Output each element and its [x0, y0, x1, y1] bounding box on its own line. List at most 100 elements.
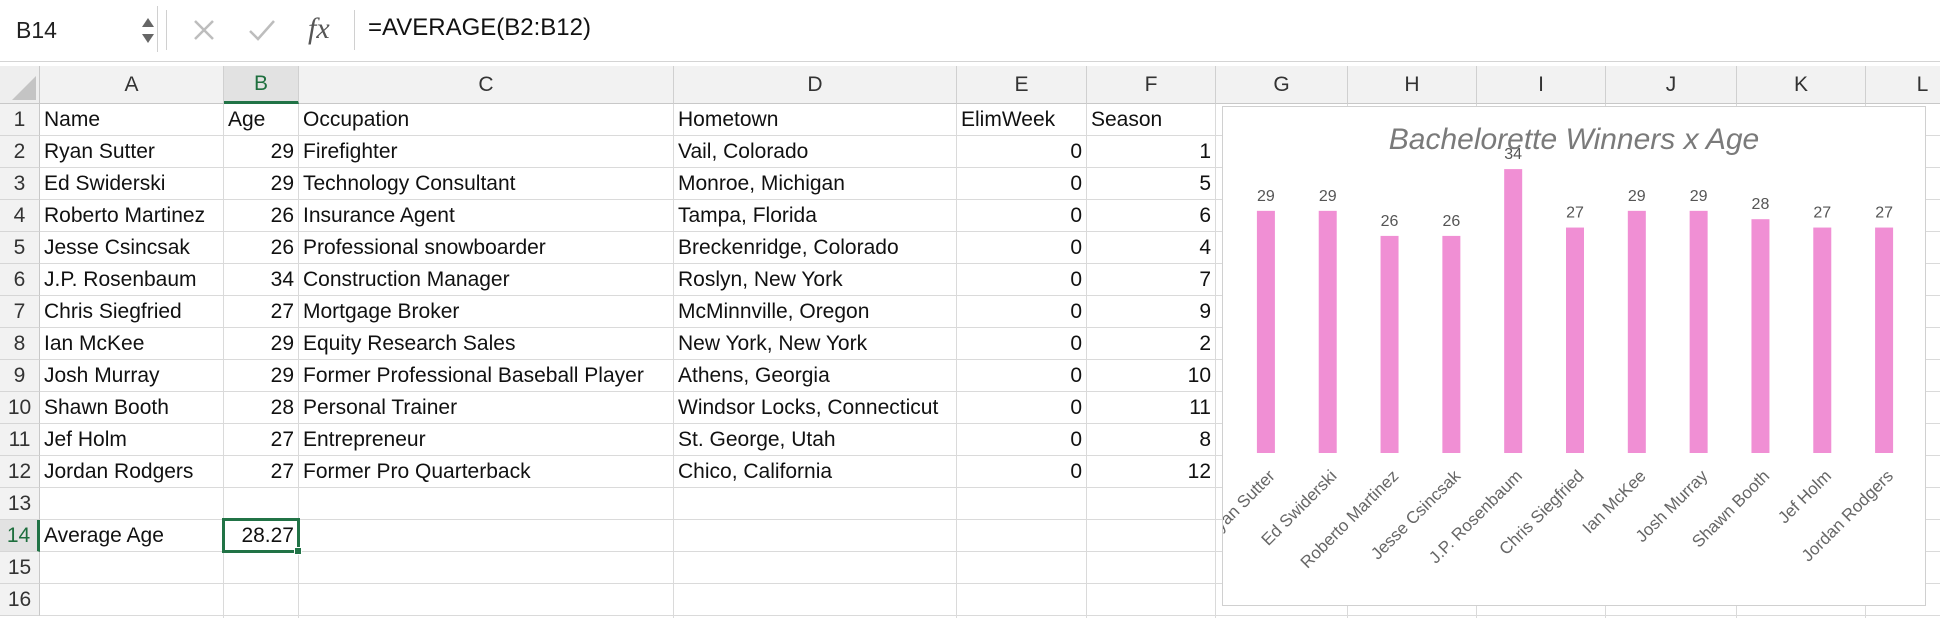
cell-season[interactable]: 5 [1199, 172, 1211, 195]
chart-bar[interactable] [1813, 227, 1832, 453]
cell-age[interactable]: 29 [270, 140, 294, 163]
row-header-12[interactable]: 12 [0, 456, 40, 488]
column-header-i[interactable]: I [1477, 66, 1606, 104]
cell-elimweek[interactable]: 0 [1070, 460, 1082, 483]
cell-hometown[interactable]: Monroe, Michigan [678, 172, 845, 195]
cell-hometown[interactable]: Athens, Georgia [678, 364, 830, 387]
chart-bar[interactable] [1442, 235, 1461, 453]
column-header-f[interactable]: F [1087, 66, 1216, 104]
cell-occupation[interactable]: Former Professional Baseball Player [303, 364, 644, 387]
column-header-h[interactable]: H [1348, 66, 1477, 104]
column-header-c[interactable]: C [299, 66, 674, 104]
cell-name[interactable]: Ian McKee [44, 332, 145, 355]
header-cell-occupation[interactable]: Occupation [303, 108, 410, 131]
bar-chart[interactable]: Bachelorette Winners x Age 29 Ryan Sutter… [1222, 106, 1926, 606]
row-header-3[interactable]: 3 [0, 168, 40, 200]
cell-hometown[interactable]: McMinnville, Oregon [678, 300, 870, 323]
cell-elimweek[interactable]: 0 [1070, 204, 1082, 227]
row-header-6[interactable]: 6 [0, 264, 40, 296]
column-header-k[interactable]: K [1737, 66, 1866, 104]
cell-age[interactable]: 27 [270, 460, 294, 483]
chart-bar[interactable] [1380, 235, 1399, 453]
average-age-value[interactable]: 28.27 [241, 524, 294, 547]
cell-name[interactable]: Ed Swiderski [44, 172, 166, 195]
row-header-5[interactable]: 5 [0, 232, 40, 264]
cell-name[interactable]: J.P. Rosenbaum [44, 268, 197, 291]
cell-occupation[interactable]: Professional snowboarder [303, 236, 546, 259]
cell-elimweek[interactable]: 0 [1070, 236, 1082, 259]
cell-season[interactable]: 6 [1199, 204, 1211, 227]
column-header-b[interactable]: B [224, 66, 299, 104]
header-cell-name[interactable]: Name [44, 108, 101, 131]
column-header-j[interactable]: J [1606, 66, 1737, 104]
cell-occupation[interactable]: Mortgage Broker [303, 300, 460, 323]
cell-occupation[interactable]: Insurance Agent [303, 204, 455, 227]
cell-age[interactable]: 26 [270, 204, 294, 227]
cell-name[interactable]: Jef Holm [44, 428, 127, 451]
column-header-a[interactable]: A [40, 66, 224, 104]
chart-bar[interactable] [1256, 210, 1275, 453]
cell-elimweek[interactable]: 0 [1070, 332, 1082, 355]
cell-hometown[interactable]: Vail, Colorado [678, 140, 809, 163]
cell-age[interactable]: 27 [270, 300, 294, 323]
average-age-label[interactable]: Average Age [44, 524, 164, 547]
row-header-4[interactable]: 4 [0, 200, 40, 232]
cell-occupation[interactable]: Equity Research Sales [303, 332, 516, 355]
row-header-16[interactable]: 16 [0, 584, 40, 616]
chart-bar[interactable] [1751, 219, 1770, 453]
row-header-15[interactable]: 15 [0, 552, 40, 584]
row-header-9[interactable]: 9 [0, 360, 40, 392]
cell-occupation[interactable]: Entrepreneur [303, 428, 426, 451]
row-header-7[interactable]: 7 [0, 296, 40, 328]
name-box[interactable]: B14 [4, 6, 158, 52]
cell-name[interactable]: Ryan Sutter [44, 140, 155, 163]
cell-name[interactable]: Chris Siegfried [44, 300, 182, 323]
cell-name[interactable]: Shawn Booth [44, 396, 169, 419]
row-header-2[interactable]: 2 [0, 136, 40, 168]
cell-elimweek[interactable]: 0 [1070, 300, 1082, 323]
cell-season[interactable]: 8 [1199, 428, 1211, 451]
cell-season[interactable]: 10 [1187, 364, 1211, 387]
cell-name[interactable]: Jordan Rodgers [44, 460, 194, 483]
cell-hometown[interactable]: New York, New York [678, 332, 868, 355]
cell-age[interactable]: 27 [270, 428, 294, 451]
cell-name[interactable]: Roberto Martinez [44, 204, 206, 227]
header-cell-hometown[interactable]: Hometown [678, 108, 779, 131]
column-header-l[interactable]: L [1866, 66, 1940, 104]
name-box-dropdown[interactable] [140, 16, 156, 46]
header-cell-elimweek[interactable]: ElimWeek [961, 108, 1056, 131]
formula-input[interactable]: =AVERAGE(B2:B12) [368, 14, 591, 41]
cell-hometown[interactable]: Tampa, Florida [678, 204, 817, 227]
cell-name[interactable]: Josh Murray [44, 364, 160, 387]
cell-season[interactable]: 12 [1187, 460, 1211, 483]
cell-hometown[interactable]: Windsor Locks, Connecticut [678, 396, 939, 419]
cell-season[interactable]: 7 [1199, 268, 1211, 291]
cell-elimweek[interactable]: 0 [1070, 396, 1082, 419]
cell-age[interactable]: 29 [270, 172, 294, 195]
cell-name[interactable]: Jesse Csincsak [44, 236, 190, 259]
cell-season[interactable]: 2 [1199, 332, 1211, 355]
cell-occupation[interactable]: Construction Manager [303, 268, 510, 291]
check-icon[interactable] [240, 8, 284, 52]
header-cell-season[interactable]: Season [1091, 108, 1163, 131]
cell-occupation[interactable]: Firefighter [303, 140, 398, 163]
cell-occupation[interactable]: Former Pro Quarterback [303, 460, 531, 483]
cell-elimweek[interactable]: 0 [1070, 364, 1082, 387]
chart-bar[interactable] [1566, 227, 1584, 453]
row-header-10[interactable]: 10 [0, 392, 40, 424]
cell-occupation[interactable]: Personal Trainer [303, 396, 458, 419]
cell-hometown[interactable]: Breckenridge, Colorado [678, 236, 899, 259]
cell-season[interactable]: 9 [1199, 300, 1211, 323]
cell-occupation[interactable]: Technology Consultant [303, 172, 516, 195]
cell-hometown[interactable]: St. George, Utah [678, 428, 836, 451]
header-cell-age[interactable]: Age [228, 108, 266, 131]
cell-elimweek[interactable]: 0 [1070, 172, 1082, 195]
cell-hometown[interactable]: Chico, California [678, 460, 833, 483]
chart-bar[interactable] [1875, 227, 1894, 453]
cell-elimweek[interactable]: 0 [1070, 428, 1082, 451]
cell-elimweek[interactable]: 0 [1070, 268, 1082, 291]
cell-age[interactable]: 28 [270, 396, 294, 419]
select-all-button[interactable] [0, 66, 40, 104]
chart-bar[interactable] [1627, 210, 1646, 453]
cell-season[interactable]: 11 [1189, 396, 1211, 419]
